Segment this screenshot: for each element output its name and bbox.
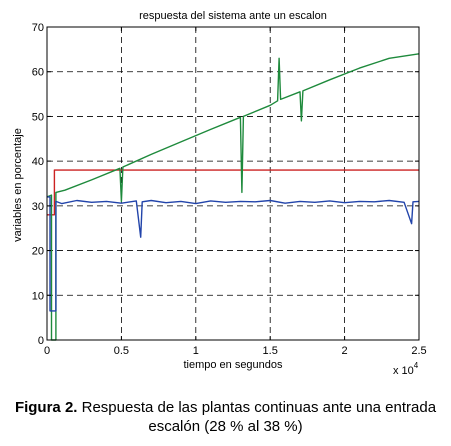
y-tick-label: 40 [32, 156, 44, 168]
x-tick-label: 0.5 [114, 345, 129, 357]
y-tick-label: 50 [32, 111, 44, 123]
x-axis-label: tiempo en segundos [183, 359, 283, 371]
x-tick-label: 0 [44, 345, 50, 357]
x-exponent-power: 4 [414, 361, 419, 370]
y-axis-label: variables en porcentaje [12, 128, 24, 242]
y-tick-label: 20 [32, 246, 44, 258]
x-exponent: x 104 [393, 361, 419, 377]
x-tick-label: 2.5 [411, 345, 426, 357]
axes-frame [46, 26, 420, 341]
y-tick-label: 30 [32, 201, 44, 213]
caption-label: Figura 2. [14, 399, 78, 416]
y-tick-label: 0 [38, 335, 44, 347]
y-tick-label: 70 [32, 22, 44, 34]
figure-caption: Figura 2. Respuesta de las plantas conti… [0, 398, 451, 436]
x-tick-label: 1 [193, 345, 199, 357]
plot-background [47, 27, 419, 340]
series-line-2 [47, 196, 420, 312]
chart-title: respuesta del sistema ante un escalon [139, 10, 327, 22]
caption-text: Respuesta de las plantas continuas ante … [77, 399, 437, 435]
x-tick-label: 2 [342, 345, 348, 357]
x-exponent-base: x 10 [393, 365, 414, 377]
y-tick-label: 10 [32, 290, 44, 302]
plot-area: 0 0.5 1 1.5 2 2.5 0 10 20 30 40 50 60 70 [32, 22, 427, 357]
y-tick-label: 60 [32, 67, 44, 79]
series-line-1 [46, 53, 420, 341]
x-tick-label: 1.5 [263, 345, 278, 357]
